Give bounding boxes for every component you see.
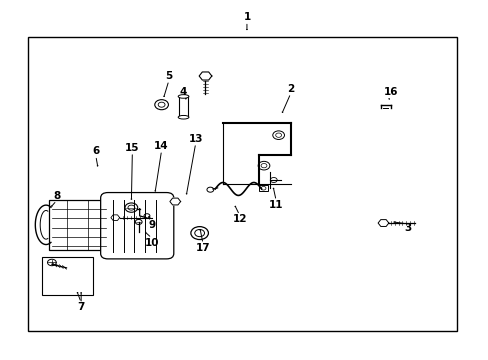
Bar [42,257,93,295]
Circle shape [270,177,277,183]
Circle shape [190,226,208,239]
Text: 16: 16 [383,87,397,97]
Text: 5: 5 [165,71,172,81]
Ellipse shape [178,116,188,119]
Text: 1: 1 [243,12,250,22]
Text: 15: 15 [125,143,139,153]
Text: 8: 8 [53,191,61,201]
Text: 10: 10 [144,238,159,248]
Circle shape [47,259,56,266]
Text: 9: 9 [148,220,155,230]
Bar [27,37,456,330]
Polygon shape [199,72,211,80]
Text: 17: 17 [195,243,210,253]
Circle shape [144,214,150,218]
Circle shape [125,203,138,212]
Polygon shape [169,198,180,205]
Text: 12: 12 [232,215,246,224]
Circle shape [258,161,269,170]
Circle shape [155,100,168,110]
Bar [178,96,188,117]
Polygon shape [111,215,120,220]
Bar [259,185,267,192]
Text: 14: 14 [154,141,168,151]
Circle shape [272,131,284,139]
Text: 2: 2 [286,84,294,94]
Circle shape [135,220,142,225]
Bar [49,200,108,250]
Text: 6: 6 [92,146,99,156]
Ellipse shape [178,95,188,98]
Text: 4: 4 [180,87,187,97]
Text: 11: 11 [268,200,283,210]
Text: 3: 3 [404,224,410,233]
Text: 13: 13 [188,134,203,144]
Circle shape [206,187,213,192]
FancyBboxPatch shape [101,193,173,259]
Text: 7: 7 [77,302,84,312]
Polygon shape [377,220,388,226]
